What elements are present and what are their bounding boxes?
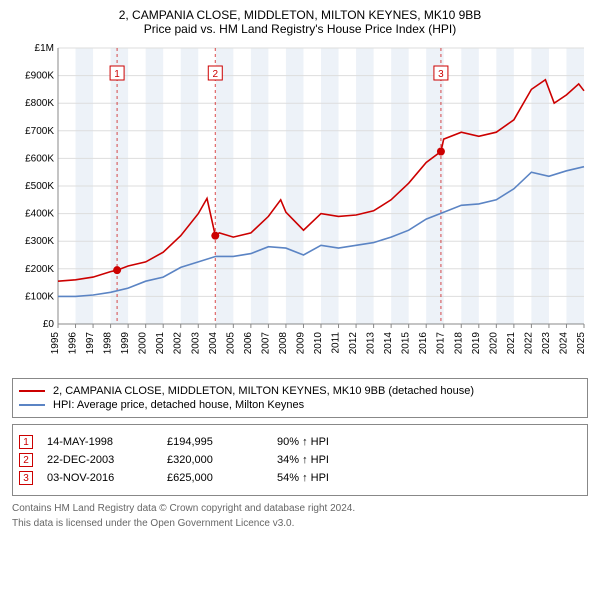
transaction-marker: 3 (19, 471, 33, 485)
svg-text:2015: 2015 (401, 332, 412, 355)
chart-title-line2: Price paid vs. HM Land Registry's House … (10, 22, 590, 36)
svg-text:3: 3 (438, 69, 444, 80)
svg-text:2016: 2016 (418, 332, 429, 355)
svg-text:2: 2 (212, 69, 218, 80)
svg-text:2020: 2020 (488, 332, 499, 355)
legend-swatch (19, 390, 45, 392)
legend-label: 2, CAMPANIA CLOSE, MIDDLETON, MILTON KEY… (53, 385, 474, 397)
transaction-pct: 34% ↑ HPI (277, 454, 397, 466)
svg-text:2023: 2023 (541, 332, 552, 355)
svg-text:2021: 2021 (506, 332, 517, 355)
svg-text:2008: 2008 (278, 332, 289, 355)
svg-text:2011: 2011 (331, 332, 342, 354)
svg-text:£900K: £900K (25, 71, 54, 82)
svg-text:2025: 2025 (576, 332, 587, 355)
svg-text:2013: 2013 (366, 332, 377, 355)
svg-text:2001: 2001 (155, 332, 166, 355)
transaction-row: 3 03-NOV-2016 £625,000 54% ↑ HPI (19, 471, 581, 485)
footnote-line: This data is licensed under the Open Gov… (12, 517, 588, 530)
svg-text:2012: 2012 (348, 332, 359, 355)
svg-text:2002: 2002 (173, 332, 184, 355)
svg-text:1995: 1995 (50, 332, 61, 355)
line-chart-svg: £0 £100K £200K £300K £400K £500K £600K £700K £80… (10, 42, 590, 372)
transaction-date: 14-MAY-1998 (47, 436, 167, 448)
svg-text:2004: 2004 (208, 332, 219, 355)
svg-text:2019: 2019 (471, 332, 482, 355)
transaction-pct: 90% ↑ HPI (277, 436, 397, 448)
svg-text:1996: 1996 (68, 332, 79, 355)
svg-text:1999: 1999 (120, 332, 131, 355)
transaction-date: 03-NOV-2016 (47, 472, 167, 484)
transaction-row: 2 22-DEC-2003 £320,000 34% ↑ HPI (19, 453, 581, 467)
transaction-list: 1 14-MAY-1998 £194,995 90% ↑ HPI 2 22-DE… (12, 424, 588, 496)
svg-text:£300K: £300K (25, 236, 54, 247)
legend: 2, CAMPANIA CLOSE, MIDDLETON, MILTON KEY… (12, 378, 588, 418)
transaction-row: 1 14-MAY-1998 £194,995 90% ↑ HPI (19, 435, 581, 449)
svg-text:2007: 2007 (260, 332, 271, 355)
legend-item: 2, CAMPANIA CLOSE, MIDDLETON, MILTON KEY… (19, 385, 581, 397)
svg-text:2022: 2022 (523, 332, 534, 355)
svg-text:£200K: £200K (25, 264, 54, 275)
chart-plot: £0 £100K £200K £300K £400K £500K £600K £700K £80… (10, 42, 590, 372)
svg-text:£100K: £100K (25, 291, 54, 302)
footnote-line: Contains HM Land Registry data © Crown c… (12, 502, 588, 515)
transaction-price: £625,000 (167, 472, 277, 484)
svg-text:2000: 2000 (138, 332, 149, 355)
svg-text:2009: 2009 (295, 332, 306, 355)
svg-text:£700K: £700K (25, 126, 54, 137)
transaction-marker: 2 (19, 453, 33, 467)
transaction-price: £320,000 (167, 454, 277, 466)
transaction-pct: 54% ↑ HPI (277, 472, 397, 484)
svg-text:2005: 2005 (225, 332, 236, 355)
svg-text:£1M: £1M (35, 43, 54, 54)
svg-text:1998: 1998 (103, 332, 114, 355)
svg-text:£0: £0 (43, 319, 55, 330)
legend-label: HPI: Average price, detached house, Milt… (53, 399, 304, 411)
svg-text:2024: 2024 (558, 332, 569, 355)
chart-title-line1: 2, CAMPANIA CLOSE, MIDDLETON, MILTON KEY… (10, 8, 590, 22)
svg-text:2018: 2018 (453, 332, 464, 355)
svg-text:£500K: £500K (25, 181, 54, 192)
legend-swatch (19, 404, 45, 406)
svg-text:£800K: £800K (25, 98, 54, 109)
svg-text:£400K: £400K (25, 209, 54, 220)
svg-text:1997: 1997 (85, 332, 96, 355)
chart-container: 2, CAMPANIA CLOSE, MIDDLETON, MILTON KEY… (0, 0, 600, 538)
svg-text:£600K: £600K (25, 153, 54, 164)
transaction-price: £194,995 (167, 436, 277, 448)
svg-text:2003: 2003 (190, 332, 201, 355)
svg-text:2010: 2010 (313, 332, 324, 355)
transaction-date: 22-DEC-2003 (47, 454, 167, 466)
svg-text:2017: 2017 (436, 332, 447, 355)
svg-text:2006: 2006 (243, 332, 254, 355)
legend-item: HPI: Average price, detached house, Milt… (19, 399, 581, 411)
svg-text:2014: 2014 (383, 332, 394, 355)
transaction-marker: 1 (19, 435, 33, 449)
svg-text:1: 1 (114, 69, 120, 80)
